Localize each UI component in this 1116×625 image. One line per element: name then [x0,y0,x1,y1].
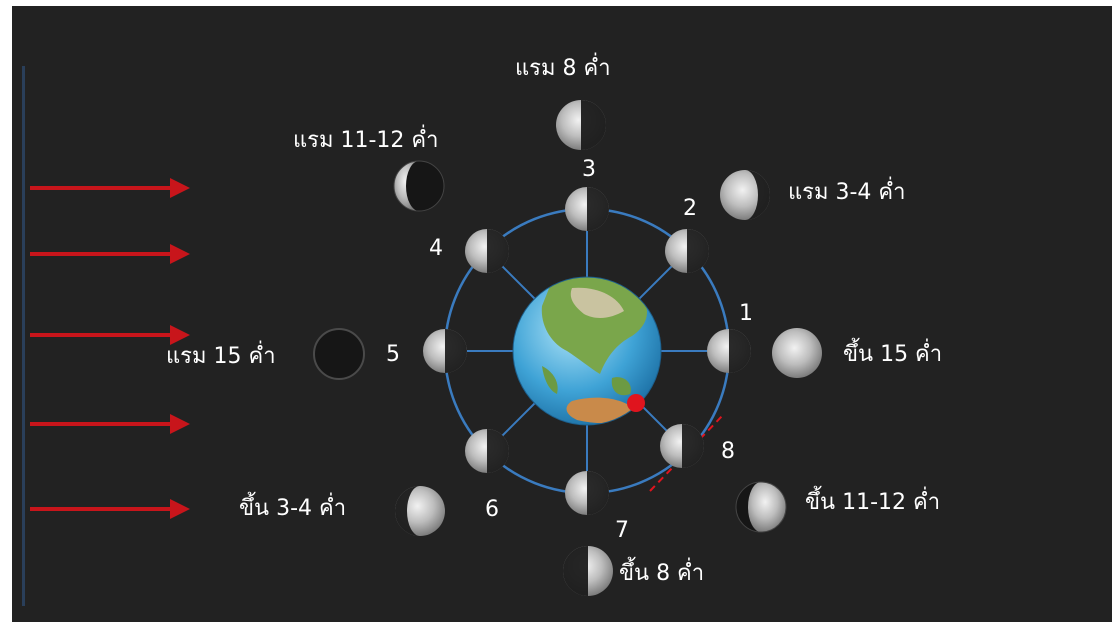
orbit-moon-2 [665,229,709,273]
phase-label-last-quarter: แรม 8 ค่ำ [515,56,611,81]
phase-label-waxing-gibbous: ขึ้น 11-12 ค่ำ [805,490,941,515]
phase-label-waning-gibbous: แรม 3-4 ค่ำ [788,180,906,205]
phase-moon-first-quarter [563,546,613,596]
position-number-4: 4 [429,236,443,261]
phase-moon-new [313,328,365,380]
orbit-moon-1 [707,329,751,373]
position-number-6: 6 [485,497,499,522]
sunlight-arrow [30,244,190,264]
phase-label-full: ขึ้น 15 ค่ำ [843,342,943,367]
position-number-8: 8 [721,439,735,464]
phase-moon-waning-gibbous [720,170,770,220]
orbit-moon-4 [465,229,509,273]
phase-label-waxing-crescent: ขึ้น 3-4 ค่ำ [239,496,347,521]
observer-marker [627,394,645,412]
orbit-moon-5 [423,329,467,373]
position-number-3: 3 [582,157,596,182]
position-number-2: 2 [683,196,697,221]
phase-label-new: แรม 15 ค่ำ [166,344,276,369]
phase-moon-waning-crescent [393,160,445,212]
phase-label-waning-crescent: แรม 11-12 ค่ำ [293,128,439,153]
sunlight-arrow [30,414,190,434]
orbit-moon-7 [565,471,609,515]
position-number-1: 1 [739,301,753,326]
phase-moon-last-quarter [556,100,606,150]
orbit-moon-3 [565,187,609,231]
phase-moon-waxing-gibbous [735,481,787,533]
phase-moon-waxing-crescent [395,486,445,536]
position-number-5: 5 [386,342,400,367]
sunlight-arrow [30,325,190,345]
moon-phase-diagram: 1 2 3 4 5 6 7 8 ขึ้น 15 ค่ำ แรม 3-4 ค่ำ … [12,6,1112,622]
sunlight-arrow [30,499,190,519]
phase-label-first-quarter: ขึ้น 8 ค่ำ [619,561,705,586]
sunlight-arrow [30,178,190,198]
orbit-moon-6 [465,429,509,473]
left-edge-strip [22,66,25,606]
orbit-moon-8 [660,424,704,468]
phase-moon-full [772,328,822,378]
position-number-7: 7 [615,518,629,543]
diagram-canvas [30,100,822,596]
sunlight-arrows [30,178,190,519]
earth-globe [512,276,662,426]
